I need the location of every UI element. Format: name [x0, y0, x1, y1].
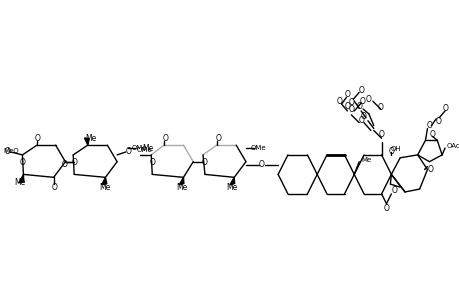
Text: OMe: OMe: [250, 145, 266, 151]
Text: O: O: [360, 112, 366, 121]
Text: O: O: [355, 102, 361, 111]
Text: Me: Me: [99, 183, 110, 192]
Text: O: O: [126, 148, 131, 157]
Polygon shape: [102, 177, 106, 184]
Text: O: O: [34, 134, 40, 143]
Text: Me: Me: [360, 157, 370, 163]
Text: O: O: [71, 158, 77, 167]
Text: O: O: [425, 121, 431, 130]
Text: O: O: [434, 117, 440, 126]
Text: O: O: [258, 160, 264, 169]
Text: O: O: [19, 158, 25, 167]
Text: O: O: [162, 134, 168, 143]
Text: O: O: [365, 95, 371, 104]
Text: OMe: OMe: [131, 145, 147, 151]
Text: O: O: [426, 165, 432, 174]
Text: O: O: [5, 148, 11, 157]
Text: Me: Me: [85, 134, 96, 143]
Text: Me: Me: [142, 143, 154, 152]
Text: O: O: [387, 148, 393, 157]
Polygon shape: [19, 174, 24, 183]
Text: O: O: [347, 98, 353, 107]
Text: O: O: [391, 185, 397, 194]
Text: Me: Me: [14, 178, 25, 187]
Text: O: O: [202, 158, 207, 167]
Text: O: O: [442, 103, 448, 112]
Text: O: O: [336, 97, 342, 106]
Text: Me: Me: [226, 183, 237, 192]
Text: O: O: [51, 183, 57, 192]
Text: O: O: [358, 116, 363, 125]
Polygon shape: [84, 138, 89, 145]
Text: O: O: [149, 158, 155, 167]
Text: O: O: [383, 204, 389, 213]
Text: O: O: [429, 130, 434, 139]
Text: Me: Me: [175, 183, 187, 192]
Text: O: O: [359, 97, 365, 106]
Text: OH: OH: [390, 146, 400, 152]
Text: O: O: [347, 104, 353, 113]
Polygon shape: [230, 177, 234, 185]
Text: O: O: [62, 160, 67, 169]
Text: OMe: OMe: [136, 147, 152, 153]
Text: O: O: [378, 130, 384, 139]
Text: O: O: [358, 86, 363, 95]
Text: O: O: [344, 102, 350, 111]
Text: O: O: [344, 90, 350, 99]
Text: OAc: OAc: [446, 143, 459, 149]
Text: MeO: MeO: [3, 148, 18, 154]
Text: O: O: [377, 103, 383, 112]
Text: O: O: [215, 134, 221, 143]
Polygon shape: [179, 177, 184, 185]
